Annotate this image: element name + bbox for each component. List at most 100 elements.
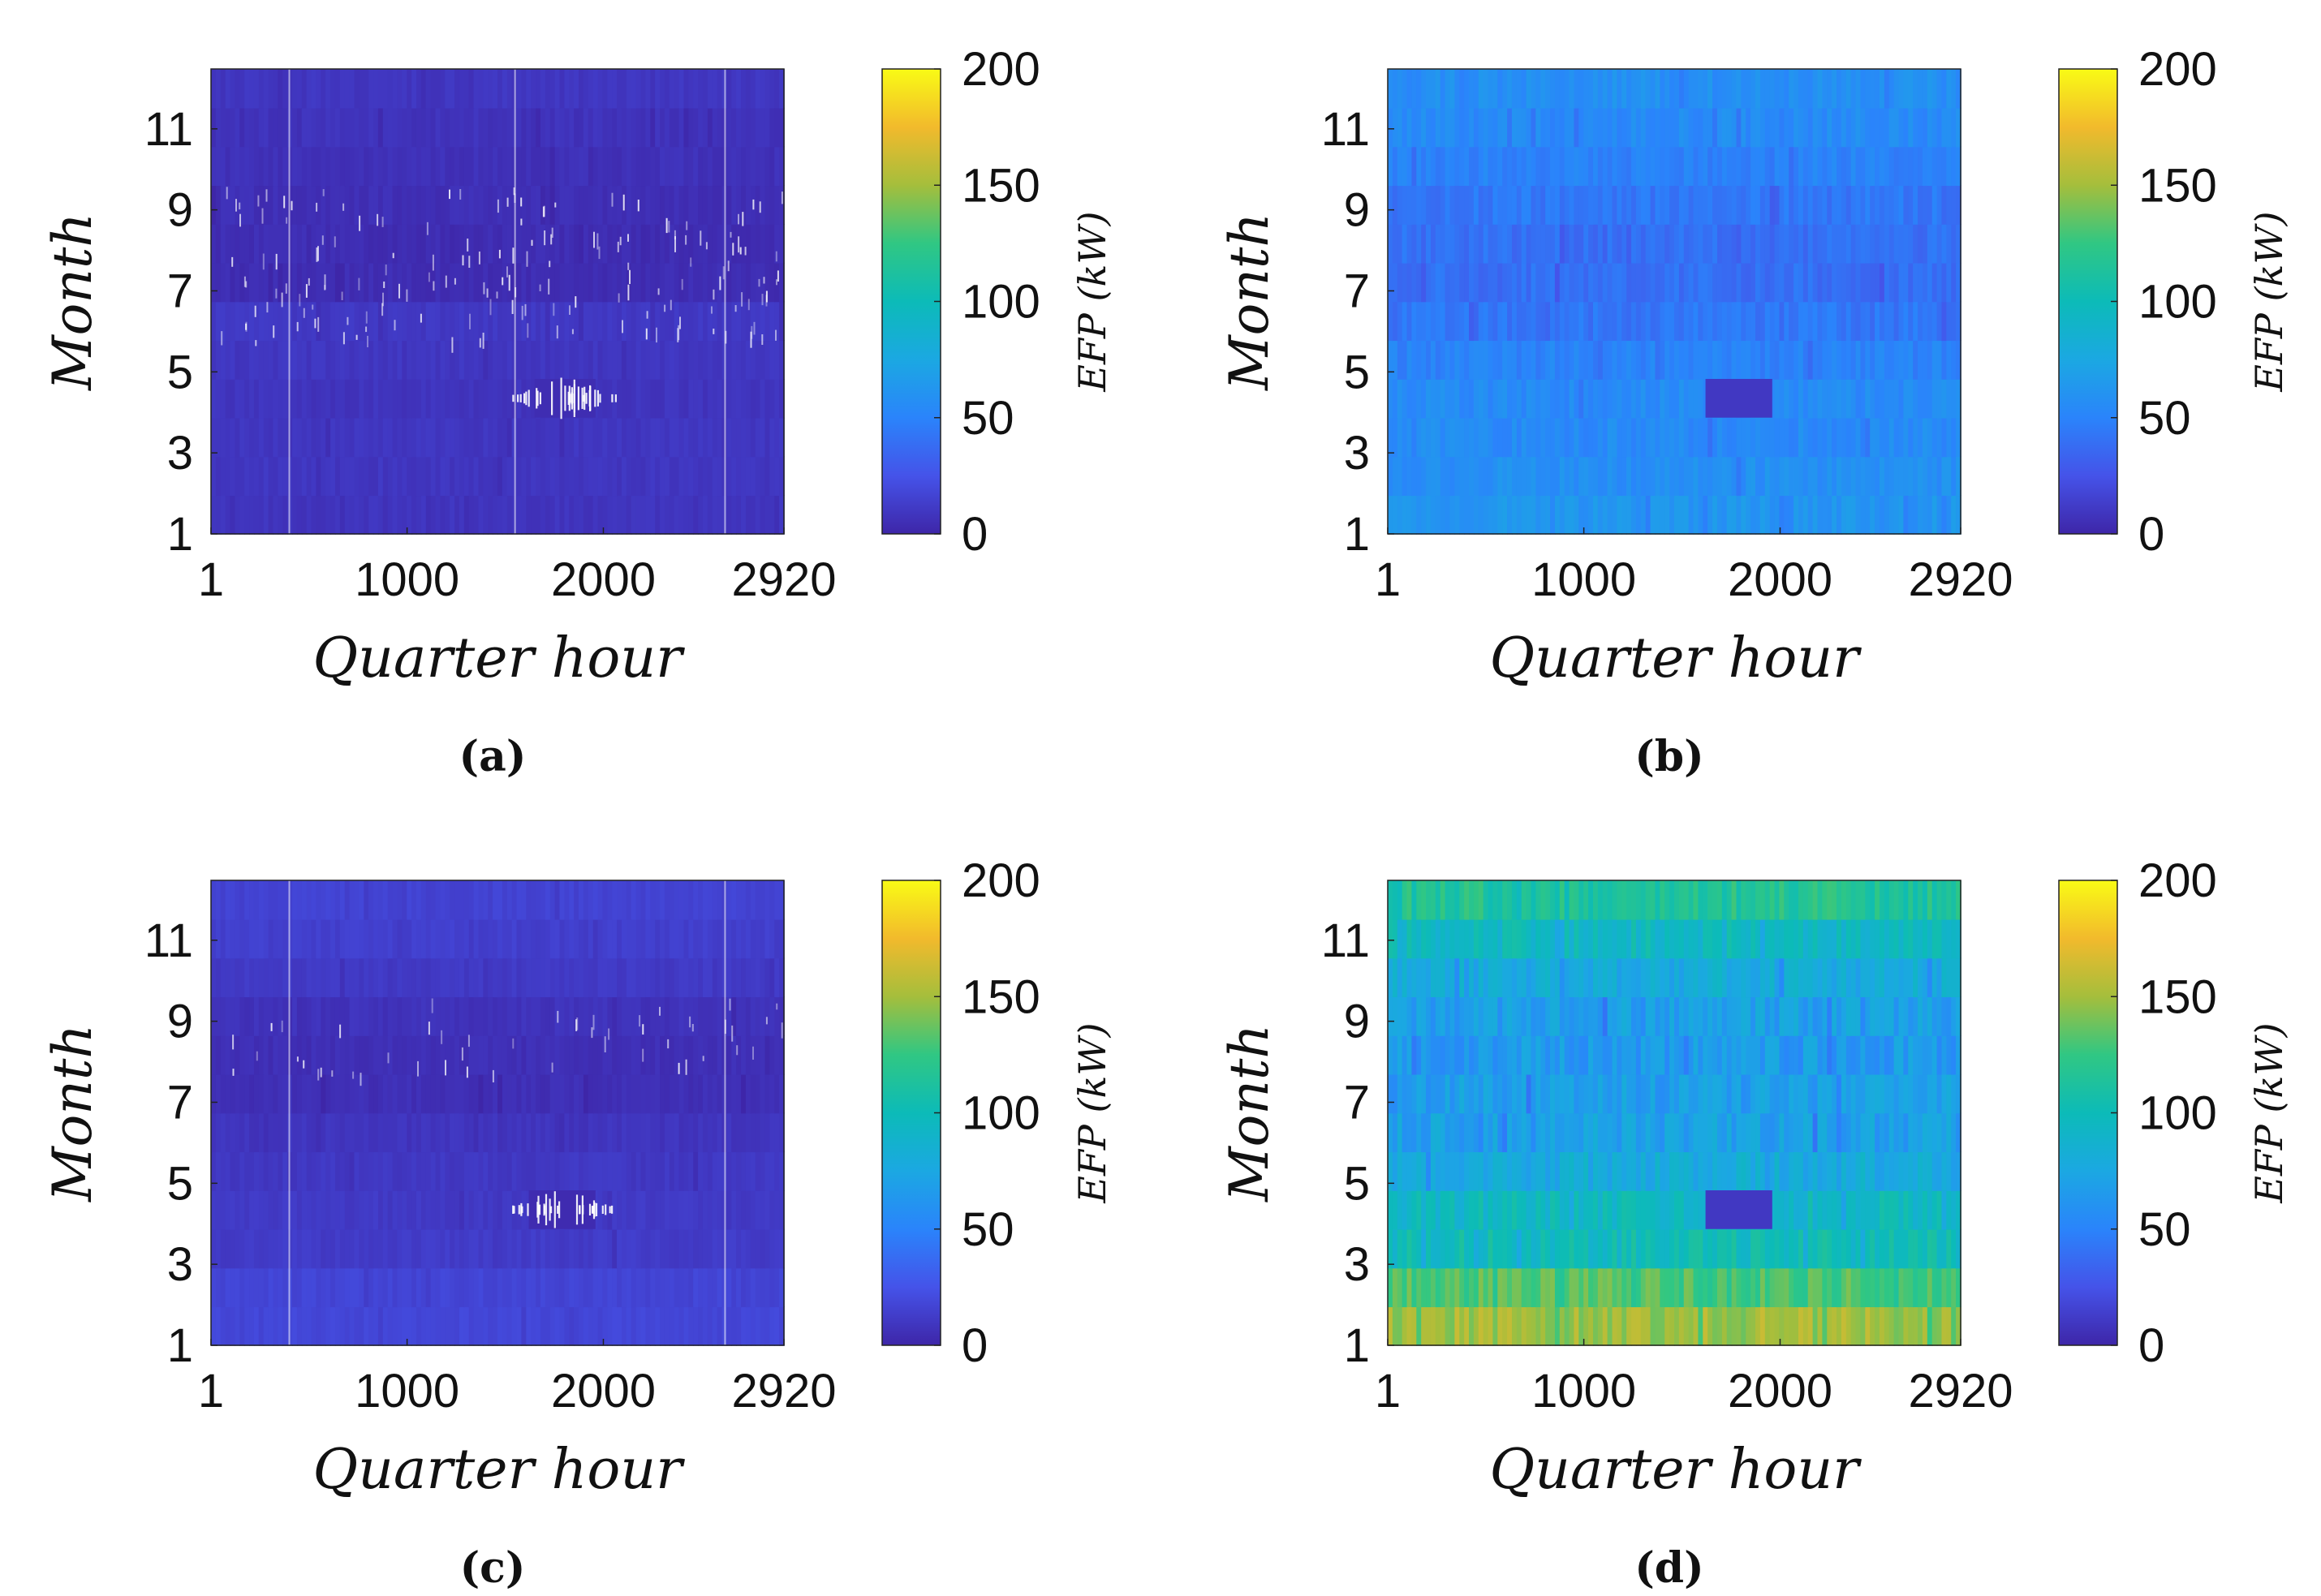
heatmap-cell	[516, 1306, 523, 1346]
heatmap-cell	[774, 1035, 780, 1075]
heatmap-cell	[220, 880, 226, 920]
heatmap-cell	[497, 146, 503, 187]
heatmap-cell	[1850, 107, 1857, 148]
heatmap-cell	[1931, 185, 1938, 225]
heatmap-cell	[597, 456, 604, 497]
heatmap-cell	[296, 1151, 303, 1191]
heatmap-cell	[1421, 340, 1427, 380]
heatmap-cell	[1516, 146, 1522, 187]
heatmap-cell	[1440, 1228, 1446, 1269]
heatmap-cell	[612, 880, 618, 920]
heatmap-cell	[468, 1151, 475, 1191]
heatmap-cell	[760, 1035, 766, 1075]
heatmap-cell	[1927, 69, 1933, 109]
heatmap-cell	[688, 1306, 695, 1346]
heatmap-cell	[602, 146, 609, 187]
heatmap-cell	[239, 880, 245, 920]
heatmap-cell	[579, 880, 584, 920]
heatmap-cell	[278, 107, 284, 148]
heatmap-cell	[359, 107, 365, 148]
heatmap-cell	[1674, 379, 1680, 419]
heatmap-cell	[516, 957, 523, 998]
heatmap-cell	[574, 456, 579, 497]
heatmap-cell	[1688, 1267, 1694, 1308]
heatmap-cell	[526, 185, 532, 225]
heatmap-cell	[325, 224, 331, 264]
heatmap-cell	[645, 185, 652, 225]
heatmap-cell	[1669, 262, 1675, 303]
heatmap-cell	[392, 379, 398, 419]
heatmap-cell	[526, 1151, 532, 1191]
heatmap-cell	[306, 1035, 312, 1075]
heatmap-cell	[373, 379, 379, 419]
heatmap-cell	[1459, 1306, 1465, 1346]
heatmap-cell	[1731, 495, 1738, 535]
heatmap-cell	[1660, 301, 1666, 342]
heatmap-cell	[316, 262, 322, 303]
heatmap-cell	[1931, 262, 1938, 303]
heatmap-cell	[239, 185, 245, 225]
heatmap-cell	[397, 1228, 403, 1269]
heatmap-cell	[1578, 417, 1585, 458]
heatmap-cell	[1678, 1306, 1685, 1346]
heatmap-cell	[239, 301, 245, 342]
heatmap-cell	[220, 957, 226, 998]
heatmap-cell	[402, 918, 408, 959]
heatmap-cell	[230, 880, 236, 920]
heatmap-cell	[1521, 417, 1527, 458]
heatmap-cell	[1716, 456, 1723, 497]
heatmap-cell	[1507, 301, 1513, 342]
heatmap-cell	[225, 417, 231, 458]
heatmap-cell	[1574, 1306, 1580, 1346]
heatmap-cell	[273, 379, 279, 419]
heatmap-cell	[463, 456, 470, 497]
heatmap-cell	[316, 1267, 322, 1308]
heatmap-cell	[1893, 146, 1900, 187]
heatmap-cell	[698, 262, 704, 303]
heatmap-cell	[717, 1190, 723, 1230]
heatmap-cell	[420, 262, 427, 303]
heatmap-cell	[1746, 456, 1751, 497]
heatmap-cell	[306, 1073, 312, 1114]
heatmap-cell	[1779, 456, 1785, 497]
heatmap-cell	[764, 340, 771, 380]
heatmap-cell	[445, 69, 450, 109]
heatmap-cell	[745, 880, 751, 920]
heatmap-cell	[1764, 107, 1771, 148]
heatmap-cell	[1888, 495, 1895, 535]
heatmap-cell	[1554, 1306, 1561, 1346]
heatmap-cell	[617, 185, 622, 225]
heatmap-cell	[750, 262, 756, 303]
heatmap-cell	[296, 957, 303, 998]
heatmap-cell	[741, 69, 747, 109]
heatmap-cell	[516, 918, 523, 959]
heatmap-cell	[554, 107, 561, 148]
heatmap-cell	[1669, 495, 1675, 535]
heatmap-cell	[1602, 301, 1608, 342]
heatmap-cell	[626, 1035, 632, 1075]
heatmap-cell	[402, 224, 408, 264]
heatmap-cell	[741, 262, 747, 303]
heatmap-cell	[1931, 1306, 1938, 1346]
heatmap-cell	[278, 262, 284, 303]
heatmap-cell	[1879, 456, 1885, 497]
heatmap-cell	[712, 262, 718, 303]
heatmap-cell	[531, 340, 536, 380]
heatmap-cell	[626, 1151, 632, 1191]
heatmap-cell	[1617, 107, 1623, 148]
heatmap-cell	[215, 1151, 222, 1191]
heatmap-cell	[407, 185, 412, 225]
heatmap-cell	[660, 301, 665, 342]
heatmap-cell	[354, 1151, 360, 1191]
heatmap-cell	[612, 107, 618, 148]
heatmap-cell	[268, 1267, 274, 1308]
heatmap-cell	[249, 1306, 255, 1346]
heatmap-cell	[1526, 69, 1532, 109]
heatmap	[211, 880, 785, 1346]
heatmap-cell	[1769, 224, 1776, 264]
heatmap-cell	[445, 262, 450, 303]
heatmap-cell	[683, 417, 690, 458]
heatmap-cell	[779, 918, 785, 959]
heatmap-cell	[1693, 224, 1699, 264]
heatmap-cell	[1698, 146, 1704, 187]
